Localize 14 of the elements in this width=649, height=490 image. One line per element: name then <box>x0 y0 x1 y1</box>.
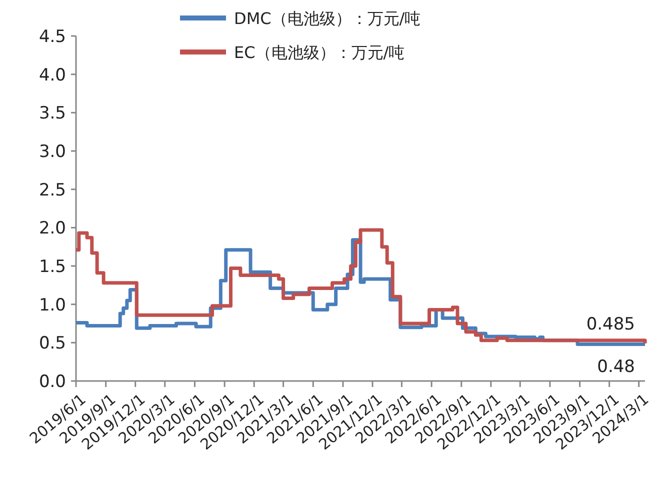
y-tick-label: 1.5 <box>38 256 66 277</box>
y-tick-label: 2.0 <box>38 218 66 239</box>
annotation: 0.485 <box>586 314 635 334</box>
annotation: 0.48 <box>597 357 635 378</box>
y-tick-label: 3.5 <box>38 104 66 124</box>
y-tick-label: 0.0 <box>38 372 66 392</box>
y-tick-label: 4.5 <box>38 26 66 47</box>
legend-label: EC（电池级）：万元/吨 <box>234 43 405 62</box>
y-tick-label: 3.0 <box>38 142 66 162</box>
y-tick-label: 4.0 <box>38 65 66 86</box>
y-tick-label: 0.5 <box>38 334 66 354</box>
y-tick-label: 2.5 <box>38 180 66 200</box>
legend-label: DMC（电池级）：万元/吨 <box>234 9 421 28</box>
y-tick-label: 1.0 <box>38 295 66 316</box>
